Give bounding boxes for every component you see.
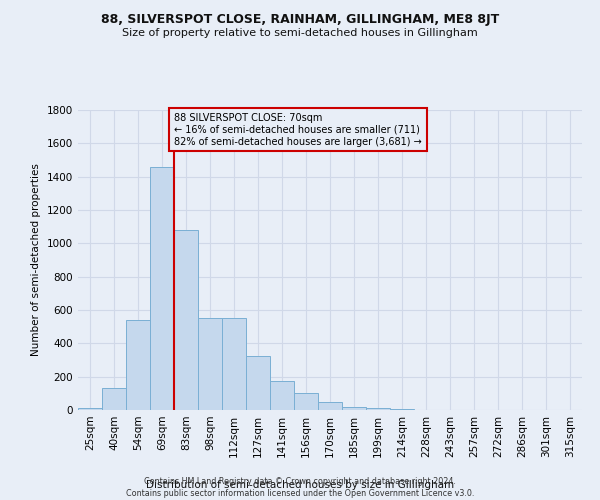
Text: 88, SILVERSPOT CLOSE, RAINHAM, GILLINGHAM, ME8 8JT: 88, SILVERSPOT CLOSE, RAINHAM, GILLINGHA… bbox=[101, 12, 499, 26]
Bar bbox=[246, 356, 270, 410]
Text: Size of property relative to semi-detached houses in Gillingham: Size of property relative to semi-detach… bbox=[122, 28, 478, 38]
Bar bbox=[390, 409, 414, 410]
Bar bbox=[222, 318, 246, 410]
Text: Distribution of semi-detached houses by size in Gillingham: Distribution of semi-detached houses by … bbox=[146, 480, 454, 490]
Bar bbox=[366, 408, 390, 410]
Bar bbox=[198, 318, 222, 410]
Bar bbox=[318, 402, 342, 410]
Bar bbox=[102, 388, 126, 410]
Bar bbox=[126, 320, 150, 410]
Bar bbox=[294, 394, 318, 410]
Bar bbox=[174, 230, 198, 410]
Text: Contains HM Land Registry data © Crown copyright and database right 2024.
Contai: Contains HM Land Registry data © Crown c… bbox=[126, 476, 474, 498]
Bar bbox=[78, 408, 102, 410]
Bar bbox=[270, 381, 294, 410]
Bar bbox=[150, 166, 174, 410]
Y-axis label: Number of semi-detached properties: Number of semi-detached properties bbox=[31, 164, 41, 356]
Text: 88 SILVERSPOT CLOSE: 70sqm
← 16% of semi-detached houses are smaller (711)
82% o: 88 SILVERSPOT CLOSE: 70sqm ← 16% of semi… bbox=[174, 114, 422, 146]
Bar bbox=[342, 406, 366, 410]
